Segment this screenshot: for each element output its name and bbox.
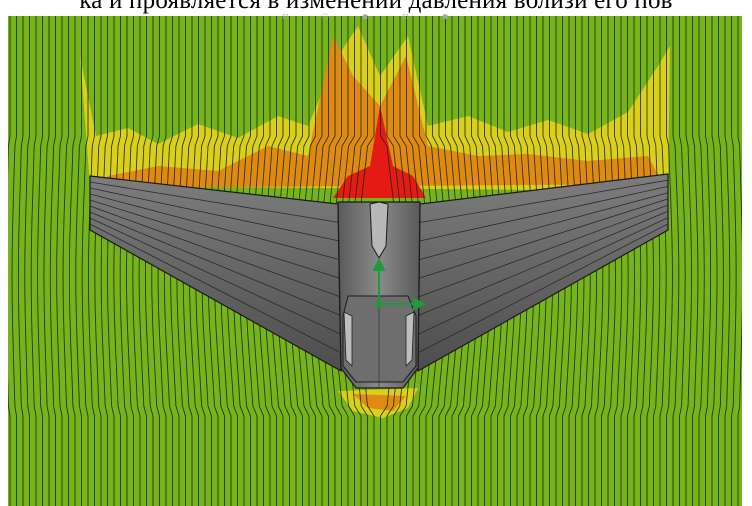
left-wing-panel-line bbox=[89, 223, 341, 353]
streamline bbox=[659, 16, 667, 506]
streamline bbox=[132, 16, 141, 506]
streamline bbox=[711, 16, 718, 506]
streamline bbox=[692, 16, 699, 506]
left-wing-panel-line bbox=[89, 211, 341, 316]
streamline bbox=[37, 16, 43, 506]
streamline bbox=[640, 16, 648, 506]
zoom-icon[interactable]: ▪ bbox=[361, 12, 369, 22]
left-wing-panel-line bbox=[89, 187, 341, 242]
streamline bbox=[731, 16, 737, 506]
options-icon[interactable]: ▪ bbox=[441, 12, 449, 22]
streamline bbox=[705, 16, 712, 506]
streamline bbox=[75, 16, 82, 506]
viewer-toolbar[interactable]: ▫ ◌ ▪ ▫ ▪ bbox=[280, 12, 510, 22]
right-wing-panel-line bbox=[418, 210, 669, 316]
left-wing-panel-line bbox=[89, 217, 341, 335]
streamline bbox=[138, 16, 147, 506]
streamline bbox=[666, 16, 673, 506]
engine-pod-left bbox=[343, 311, 353, 367]
streamline bbox=[94, 16, 102, 506]
streamline bbox=[614, 16, 623, 506]
cfd-visualization-viewport[interactable] bbox=[8, 16, 742, 506]
figure-caption-text: ка и проявляется в изменении давления вб… bbox=[79, 0, 673, 14]
nose-cone bbox=[369, 201, 389, 259]
streamline bbox=[88, 16, 95, 506]
right-wing-panel-line bbox=[418, 223, 669, 353]
right-wing-panel-line bbox=[418, 198, 669, 279]
streamline bbox=[24, 16, 30, 506]
streamline bbox=[653, 16, 661, 506]
left-wing-panel-line bbox=[89, 181, 341, 223]
streamline bbox=[113, 16, 121, 506]
streamline bbox=[126, 16, 134, 506]
engine-pod-right bbox=[405, 311, 415, 367]
right-wing-panel-line bbox=[418, 204, 669, 298]
streamline bbox=[119, 16, 128, 506]
fuselage-intake bbox=[342, 295, 417, 383]
left-wing-panel-line bbox=[89, 205, 341, 298]
streamline bbox=[633, 16, 642, 506]
right-wing-panel-line bbox=[418, 179, 669, 223]
streamline bbox=[737, 16, 742, 506]
left-wing-panel-line bbox=[89, 193, 341, 261]
streamline bbox=[100, 16, 108, 506]
streamline bbox=[81, 16, 89, 506]
streamline bbox=[724, 16, 731, 506]
streamline bbox=[11, 16, 17, 506]
right-wing-panel-line bbox=[418, 217, 669, 335]
streamline bbox=[30, 16, 37, 506]
streamline bbox=[718, 16, 724, 506]
view-icon[interactable]: ▫ bbox=[281, 12, 289, 22]
streamline bbox=[62, 16, 69, 506]
streamline bbox=[49, 16, 56, 506]
streamline bbox=[627, 16, 635, 506]
streamline bbox=[646, 16, 654, 506]
axis-icon[interactable]: ▫ bbox=[401, 12, 409, 22]
streamline bbox=[672, 16, 680, 506]
streamline bbox=[685, 16, 692, 506]
streamline bbox=[607, 16, 616, 506]
rotate-icon[interactable]: ◌ bbox=[321, 12, 329, 22]
flow-field-canvas bbox=[8, 16, 742, 506]
streamline bbox=[56, 16, 63, 506]
streamline bbox=[43, 16, 50, 506]
streamline bbox=[68, 16, 76, 506]
streamline bbox=[698, 16, 705, 506]
axis-gizmo bbox=[372, 257, 427, 311]
left-wing-panel-line bbox=[89, 199, 341, 279]
streamline bbox=[8, 16, 11, 506]
streamline bbox=[107, 16, 115, 506]
streamline bbox=[620, 16, 629, 506]
right-wing-panel-line bbox=[418, 186, 669, 242]
streamline bbox=[679, 16, 686, 506]
streamline bbox=[17, 16, 24, 506]
right-wing-panel-line bbox=[418, 192, 669, 261]
